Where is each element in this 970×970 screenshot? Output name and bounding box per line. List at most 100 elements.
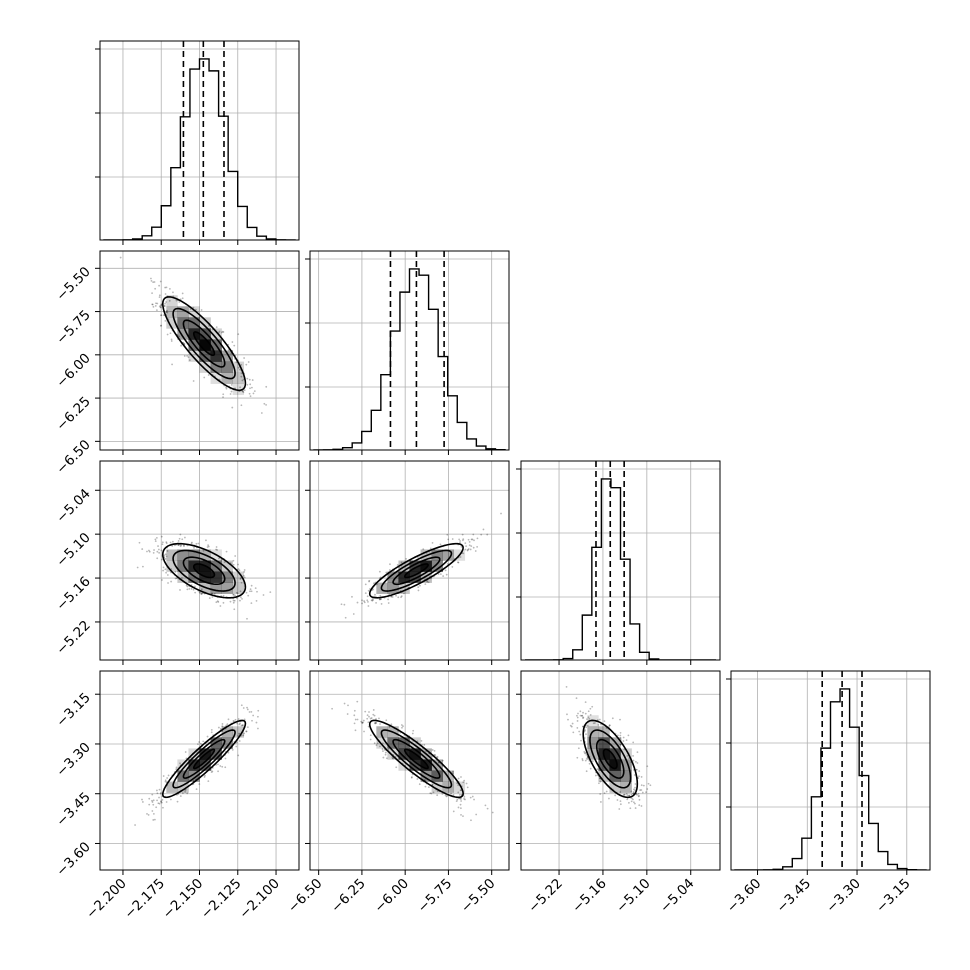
scatter-point (447, 538, 450, 541)
scatter-point (585, 726, 588, 729)
scatter-point (343, 603, 346, 606)
x-tick-label: −5.10 (613, 876, 654, 917)
scatter-point (141, 548, 144, 550)
scatter-point (232, 593, 235, 596)
scatter-point (181, 538, 184, 541)
scatter-point (459, 789, 462, 792)
scatter-point (576, 720, 579, 722)
scatter-point (155, 309, 158, 312)
scatter-point (151, 810, 154, 812)
density-cell (431, 781, 443, 793)
scatter-point (148, 803, 151, 806)
scatter-point (363, 600, 365, 602)
scatter-point (163, 554, 166, 557)
scatter-point (630, 797, 633, 800)
scatter-point (221, 330, 224, 333)
scatter-point (204, 774, 206, 777)
scatter-point (154, 287, 157, 290)
scatter-point (457, 561, 459, 564)
scatter-point (161, 543, 164, 546)
scatter-point (412, 729, 415, 732)
scatter-point (584, 751, 587, 754)
contour-core (603, 749, 618, 769)
scatter-point (370, 599, 373, 602)
scatter-point (160, 303, 163, 306)
density-cell (177, 306, 189, 318)
scatter-point (221, 723, 224, 725)
scatter-point (385, 757, 388, 760)
scatter-point (190, 542, 193, 545)
scatter-point (166, 574, 169, 576)
scatter-point (396, 564, 399, 566)
scatter-point (378, 598, 381, 600)
scatter-point (170, 338, 173, 341)
scatter-point (219, 605, 222, 607)
scatter-point (160, 558, 163, 561)
axes-frame (99, 670, 300, 871)
scatter-point (250, 590, 253, 593)
scatter-point (152, 819, 155, 821)
scatter-point (253, 390, 256, 393)
scatter-point (584, 712, 587, 715)
scatter-point (368, 715, 370, 718)
scatter-point (155, 789, 158, 792)
scatter-point (367, 725, 370, 728)
scatter-point (165, 310, 168, 313)
scatter-point (583, 752, 586, 755)
scatter-point (237, 734, 240, 737)
density-cell (232, 582, 245, 594)
scatter-point (147, 814, 150, 816)
scatter-point (224, 766, 227, 769)
scatter-point (197, 743, 199, 745)
scatter-point (405, 557, 408, 560)
scatter-point (156, 799, 158, 802)
scatter-point (206, 735, 209, 738)
x-tick-label: −2.175 (121, 876, 168, 923)
density-cell (166, 295, 178, 307)
scatter-point (580, 739, 582, 742)
scatter-point (229, 600, 232, 603)
scatter-point (436, 794, 439, 797)
scatter-point (603, 792, 606, 795)
scatter-point (460, 776, 462, 778)
axes-frame (99, 460, 300, 661)
scatter-point (384, 753, 387, 756)
scatter-point (382, 756, 385, 759)
scatter-point (160, 801, 163, 804)
scatter-point (248, 378, 251, 381)
scatter-point (179, 545, 182, 548)
scatter-point (638, 775, 640, 778)
scatter-point (240, 404, 243, 407)
scatter-point (637, 777, 640, 780)
scatter-point (622, 740, 625, 742)
scatter-point (362, 719, 365, 722)
scatter-point (385, 719, 388, 722)
scatter-point (366, 595, 369, 598)
scatter-point (464, 542, 467, 545)
density-cell (221, 582, 233, 594)
scatter-point (174, 570, 177, 573)
scatter-point (608, 724, 611, 727)
scatter-point (364, 710, 367, 713)
scatter-point (159, 792, 162, 795)
scatter-point (646, 788, 649, 790)
axes-frame (309, 460, 510, 661)
scatter-point (353, 722, 356, 725)
y-tick-label: −5.16 (53, 574, 94, 615)
scatter-point (616, 799, 619, 801)
scatter-point (417, 589, 420, 592)
scatter-point (153, 281, 156, 283)
scatter-point (178, 537, 181, 540)
scatter-point (387, 598, 389, 601)
scatter-point (160, 549, 163, 552)
scatter-point (619, 803, 622, 806)
scatter-point (619, 743, 622, 746)
scatter-point (567, 718, 569, 721)
scatter-point (418, 783, 421, 786)
scatter-point (416, 778, 419, 780)
scatter-point (142, 565, 144, 568)
scatter-point (220, 331, 223, 334)
density-cell (587, 737, 599, 749)
scatter-point (390, 595, 393, 598)
